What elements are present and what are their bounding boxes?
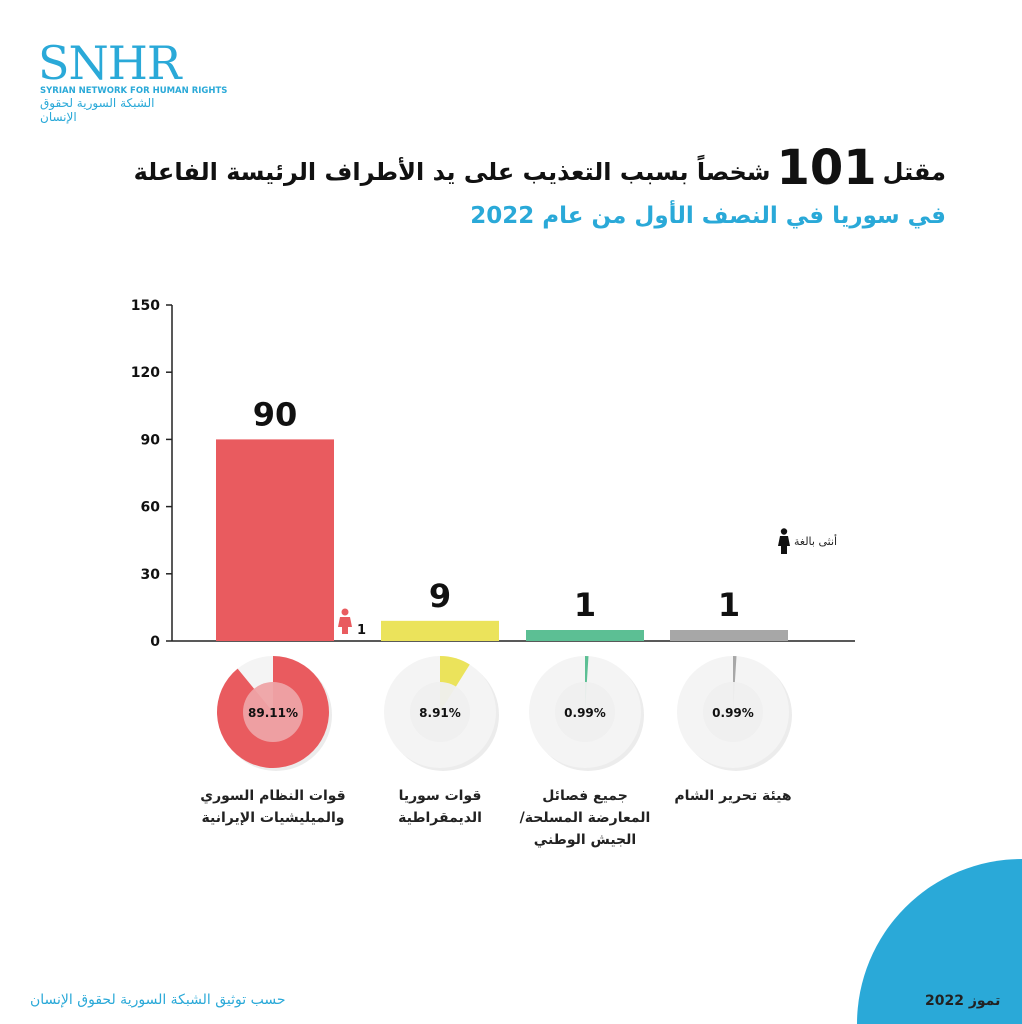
title-post: شخصاً بسبب التعذيب على يد الأطراف الرئيس… xyxy=(133,158,771,186)
bar xyxy=(526,630,644,641)
bar-value-label: 1 xyxy=(574,586,596,624)
donut-center xyxy=(555,682,615,742)
category-label: قوات النظام السوري والميليشيات الإيرانية xyxy=(200,788,346,826)
percent-label: 89.11% xyxy=(248,706,298,720)
logo-arabic: الشبكة السورية لحقوق الإنسان xyxy=(40,96,155,124)
donut-center xyxy=(410,682,470,742)
category-label: هيئة تحرير الشام xyxy=(674,788,792,804)
female-count: 1 xyxy=(357,623,366,638)
source-note: حسب توثيق الشبكة السورية لحقوق الإنسان xyxy=(30,992,286,1008)
female-icon xyxy=(778,528,790,554)
y-tick-label: 0 xyxy=(150,634,160,650)
donut-center xyxy=(243,682,303,742)
y-tick-label: 30 xyxy=(141,567,161,583)
percent-label: 8.91% xyxy=(419,706,461,720)
y-tick-label: 60 xyxy=(141,500,161,516)
bar xyxy=(670,630,788,641)
female-icon xyxy=(338,617,352,634)
percent-label: 0.99% xyxy=(712,706,754,720)
bar-value-label: 9 xyxy=(429,577,451,615)
y-tick-label: 120 xyxy=(131,365,160,381)
female-icon xyxy=(341,608,349,616)
legend: أنثى بالغة xyxy=(778,528,837,554)
bar-value-label: 1 xyxy=(718,586,740,624)
category-label: قوات سوريا الديمقراطية xyxy=(398,788,482,826)
title-pre: مقتل xyxy=(882,158,946,186)
page-subtitle: في سوريا في النصف الأول من عام 2022 xyxy=(470,203,946,229)
logo: SNHR xyxy=(38,36,182,90)
legend-label: أنثى بالغة xyxy=(794,534,838,548)
percent-label: 0.99% xyxy=(564,706,606,720)
y-tick-label: 90 xyxy=(141,432,161,448)
donut-center xyxy=(703,682,763,742)
corner-decoration xyxy=(857,859,1022,1024)
y-tick-label: 150 xyxy=(131,298,160,314)
title-number: 101 xyxy=(776,140,877,196)
category-label: جميع فصائل المعارضة المسلحة/الجيش الوطني xyxy=(519,788,651,848)
page-title: مقتل101شخصاً بسبب التعذيب على يد الأطراف… xyxy=(134,140,946,196)
logo-english: SYRIAN NETWORK FOR HUMAN RIGHTS xyxy=(40,86,228,96)
bar-value-label: 90 xyxy=(253,395,298,433)
date-label: تموز 2022 xyxy=(925,993,1001,1009)
bar xyxy=(216,439,334,641)
bar xyxy=(381,620,499,641)
